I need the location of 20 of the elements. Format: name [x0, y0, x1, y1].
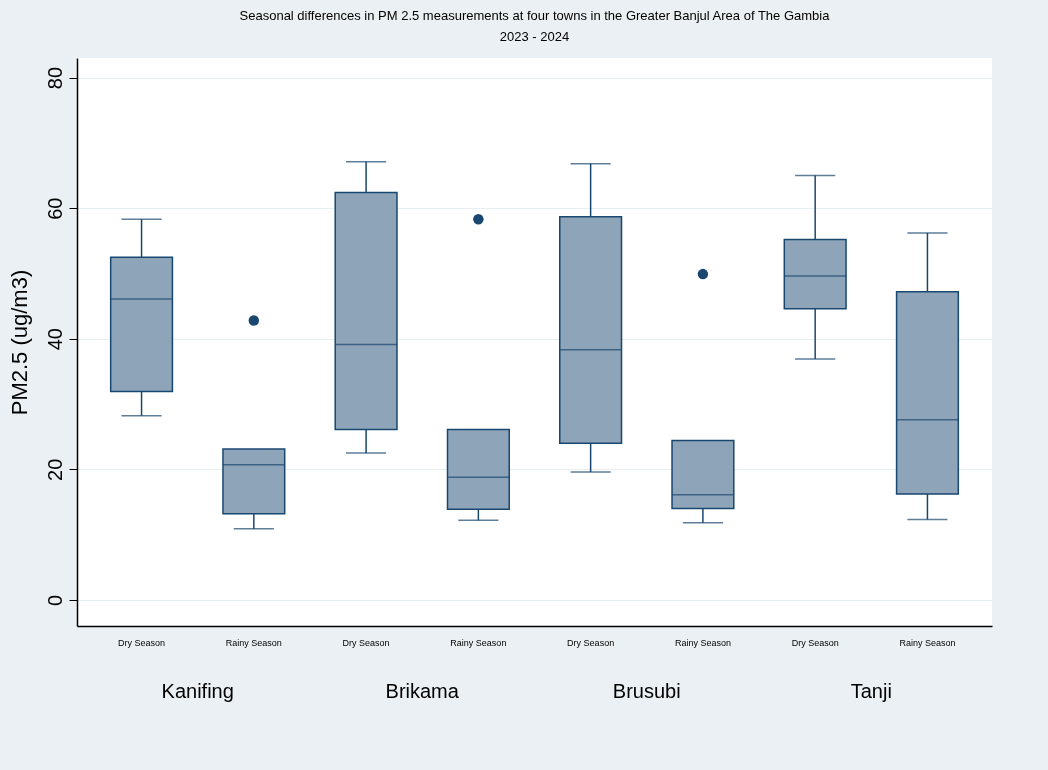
text: Tanji [850, 680, 892, 702]
y-tick-label: 0 [43, 594, 66, 606]
x-tick-label: Rainy Season [450, 637, 507, 648]
x-tick-label: Dry Season [791, 637, 839, 648]
y-tick-label: 20 [43, 458, 66, 481]
x-tick-label: Dry Season [118, 637, 166, 648]
x-tick-label: Rainy Season [899, 637, 956, 648]
text: Kanifing [161, 680, 234, 702]
chart-title: Seasonal differences in PM 2.5 measurements at four towns in the Greater Banjul Area of The Gambia [239, 8, 831, 23]
chart-subtitle: 2023 - 2024 [499, 29, 570, 44]
y-axis-title: PM2.5 (ug/m3) [6, 269, 32, 416]
x-tick-label: Rainy Season [674, 637, 731, 648]
y-tick-label: 60 [43, 197, 66, 220]
x-tick-label: Rainy Season [225, 637, 282, 648]
y-tick-label: 40 [43, 328, 66, 351]
text: Brikama [385, 680, 460, 702]
y-tick-label: 80 [43, 66, 66, 90]
text: Brusubi [612, 680, 681, 702]
x-tick-label: Dry Season [567, 637, 615, 648]
x-tick-label: Dry Season [342, 637, 390, 648]
